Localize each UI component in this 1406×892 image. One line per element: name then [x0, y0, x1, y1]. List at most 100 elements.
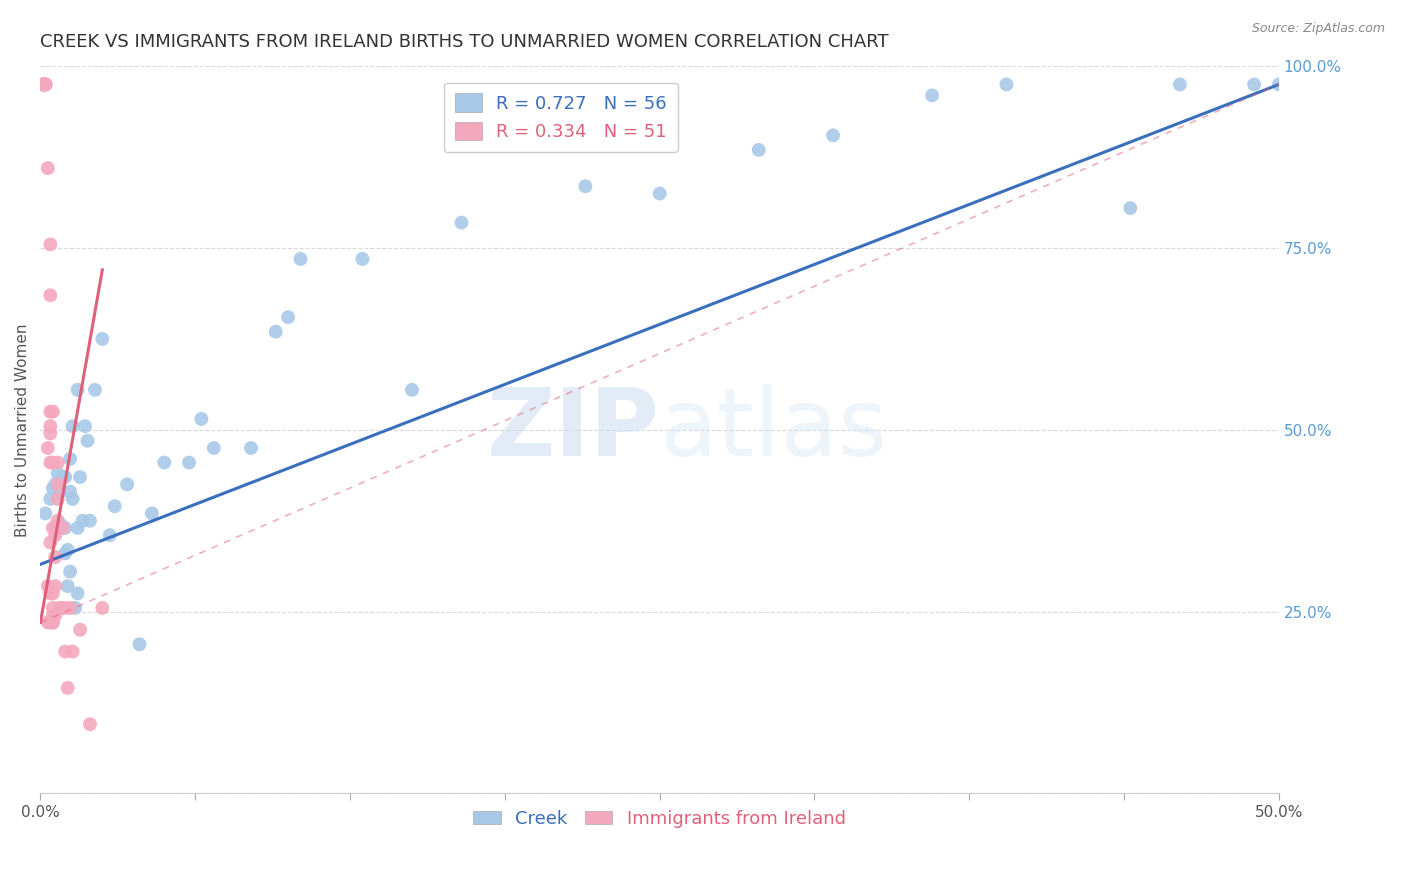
Point [44, 477, 66, 491]
Point [37, 579, 59, 593]
Point [39, 586, 62, 600]
Point [1168, 78, 1191, 92]
Point [1119, 201, 1142, 215]
Point [42, 404, 65, 418]
Point [42, 521, 65, 535]
Point [66, 521, 89, 535]
Point [264, 325, 287, 339]
Point [401, 383, 423, 397]
Point [49, 601, 72, 615]
Point [177, 456, 200, 470]
Point [39, 237, 62, 252]
Point [574, 179, 596, 194]
Point [141, 507, 163, 521]
Point [39, 615, 62, 630]
Point [1243, 78, 1265, 92]
Point [53, 546, 76, 560]
Point [59, 451, 82, 466]
Text: atlas: atlas [659, 384, 889, 475]
Point [202, 441, 225, 455]
Point [46, 477, 69, 491]
Point [52, 601, 75, 615]
Point [290, 252, 312, 266]
Point [190, 412, 212, 426]
Point [53, 601, 76, 615]
Point [91, 601, 114, 615]
Point [277, 310, 299, 325]
Point [748, 143, 770, 157]
Point [239, 441, 262, 455]
Point [46, 514, 69, 528]
Point [32, 78, 55, 92]
Point [53, 644, 76, 658]
Point [49, 484, 72, 499]
Point [42, 601, 65, 615]
Text: ZIP: ZIP [486, 384, 659, 475]
Point [37, 441, 59, 455]
Point [62, 644, 84, 658]
Point [56, 681, 79, 695]
Legend: Creek, Immigrants from Ireland: Creek, Immigrants from Ireland [467, 803, 853, 835]
Point [66, 586, 89, 600]
Point [46, 491, 69, 506]
Point [76, 434, 98, 448]
Point [42, 481, 65, 495]
Point [46, 467, 69, 481]
Point [49, 601, 72, 615]
Point [42, 615, 65, 630]
Point [69, 623, 91, 637]
Point [823, 128, 845, 143]
Point [49, 601, 72, 615]
Point [39, 491, 62, 506]
Point [39, 419, 62, 434]
Point [34, 78, 56, 92]
Point [34, 78, 56, 92]
Point [79, 514, 101, 528]
Point [128, 637, 150, 651]
Point [63, 601, 86, 615]
Point [39, 404, 62, 418]
Point [42, 586, 65, 600]
Point [59, 601, 82, 615]
Point [59, 484, 82, 499]
Point [44, 608, 66, 623]
Point [44, 521, 66, 535]
Point [44, 528, 66, 542]
Point [73, 419, 96, 434]
Point [66, 383, 89, 397]
Point [995, 78, 1018, 92]
Point [49, 517, 72, 532]
Point [53, 470, 76, 484]
Point [44, 549, 66, 564]
Point [34, 78, 56, 92]
Point [104, 499, 127, 513]
Text: Source: ZipAtlas.com: Source: ZipAtlas.com [1251, 22, 1385, 36]
Point [53, 521, 76, 535]
Point [98, 528, 121, 542]
Point [62, 419, 84, 434]
Point [56, 542, 79, 557]
Point [42, 615, 65, 630]
Point [32, 78, 55, 92]
Point [115, 477, 138, 491]
Point [1268, 78, 1291, 92]
Point [42, 608, 65, 623]
Point [79, 717, 101, 731]
Point [39, 288, 62, 302]
Point [72, 514, 94, 528]
Text: CREEK VS IMMIGRANTS FROM IRELAND BIRTHS TO UNMARRIED WOMEN CORRELATION CHART: CREEK VS IMMIGRANTS FROM IRELAND BIRTHS … [41, 33, 889, 51]
Point [37, 615, 59, 630]
Point [52, 521, 75, 535]
Point [34, 78, 56, 92]
Point [39, 535, 62, 549]
Point [153, 456, 176, 470]
Point [450, 216, 472, 230]
Point [44, 579, 66, 593]
Point [32, 78, 55, 92]
Point [921, 88, 943, 103]
Point [352, 252, 374, 266]
Point [59, 565, 82, 579]
Point [34, 507, 56, 521]
Point [42, 456, 65, 470]
Point [69, 470, 91, 484]
